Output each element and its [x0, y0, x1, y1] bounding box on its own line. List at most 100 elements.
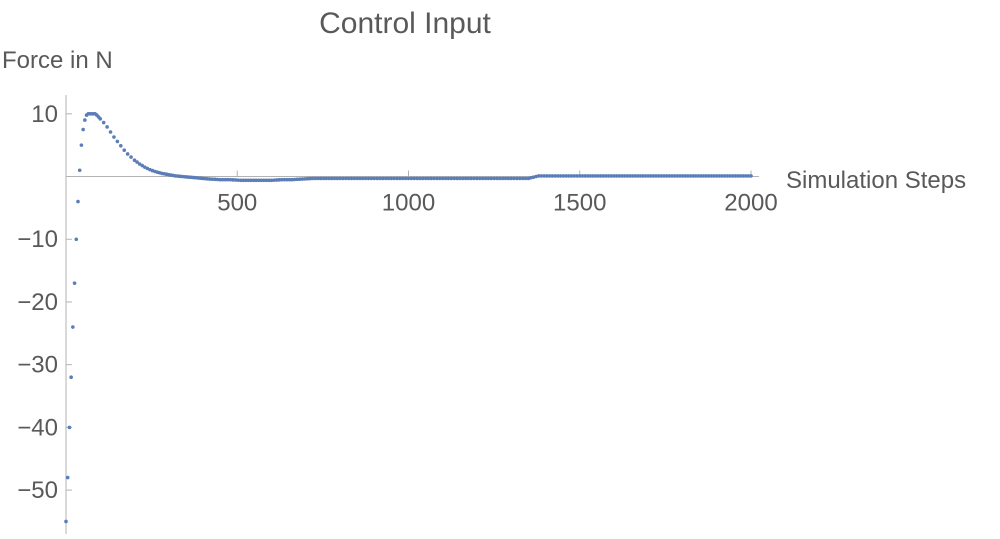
data-point	[426, 176, 431, 181]
data-point	[656, 174, 661, 178]
data-point	[685, 174, 690, 178]
data-point	[256, 178, 261, 183]
data-point	[672, 174, 677, 178]
data-point	[361, 176, 365, 181]
data-point	[614, 174, 619, 178]
data-point	[352, 176, 357, 181]
data-point	[363, 176, 368, 181]
data-point	[466, 176, 471, 181]
data-point	[518, 176, 522, 181]
data-point	[446, 176, 451, 181]
data-point	[722, 174, 727, 178]
data-point	[335, 176, 340, 181]
data-point	[725, 174, 730, 178]
data-point	[609, 174, 614, 178]
data-point	[520, 176, 525, 181]
y-tick-label: −40	[17, 414, 58, 441]
data-point	[638, 174, 643, 178]
data-point	[313, 176, 318, 181]
x-tick-label: 1500	[553, 190, 606, 217]
y-axis-label: Force in N	[2, 47, 113, 74]
data-point	[620, 174, 624, 178]
data-point	[69, 375, 73, 380]
data-point	[338, 176, 342, 181]
data-point	[452, 176, 456, 181]
data-point	[566, 174, 571, 178]
data-point	[81, 127, 85, 132]
data-point	[327, 176, 331, 181]
data-point	[274, 178, 279, 182]
data-point	[305, 176, 310, 181]
data-point	[409, 176, 414, 181]
data-point	[601, 174, 606, 178]
data-point	[688, 174, 693, 178]
data-point	[746, 174, 751, 178]
data-point	[358, 176, 362, 181]
y-tick-label: −50	[17, 477, 58, 504]
data-point	[392, 176, 397, 181]
data-point	[591, 174, 595, 178]
data-point	[321, 176, 326, 181]
data-point	[210, 177, 215, 181]
data-point	[74, 237, 79, 242]
x-tick-label: 2000	[724, 190, 777, 217]
data-point	[129, 155, 133, 159]
data-point	[231, 178, 235, 182]
data-point	[119, 144, 123, 148]
data-point	[72, 281, 77, 285]
data-point	[558, 174, 563, 178]
data-point	[478, 176, 482, 181]
data-point	[259, 178, 264, 183]
data-point	[704, 174, 709, 178]
data-point	[112, 135, 116, 139]
y-tick-label: 10	[31, 101, 58, 128]
data-point	[366, 176, 371, 181]
data-point	[545, 174, 549, 178]
data-point	[332, 176, 337, 181]
data-point	[475, 176, 479, 181]
data-point	[412, 176, 417, 181]
data-point	[115, 139, 120, 144]
data-point	[105, 125, 109, 129]
data-point	[279, 177, 284, 182]
data-point	[282, 177, 287, 182]
data-point	[489, 176, 494, 181]
data-point	[707, 174, 711, 178]
data-point	[378, 176, 382, 181]
data-point	[329, 176, 334, 181]
data-point	[699, 174, 703, 178]
data-point	[515, 176, 519, 181]
data-point	[292, 177, 297, 182]
data-point	[654, 174, 658, 178]
data-point	[319, 176, 323, 181]
data-point	[349, 176, 354, 181]
data-point	[400, 176, 405, 181]
data-point	[709, 174, 714, 178]
data-point	[588, 174, 593, 178]
data-point	[343, 176, 348, 181]
data-point	[303, 177, 307, 181]
data-point	[612, 174, 616, 178]
data-point	[429, 176, 434, 181]
data-point	[71, 325, 75, 329]
x-axis-label: Simulation Steps	[786, 167, 966, 194]
data-point	[300, 177, 305, 181]
data-point	[683, 174, 687, 178]
data-point	[79, 143, 84, 147]
data-point	[572, 174, 577, 178]
data-point	[65, 475, 70, 480]
data-point	[738, 174, 743, 178]
data-point	[606, 174, 611, 178]
data-point	[98, 117, 103, 121]
data-point	[132, 158, 137, 163]
data-point	[316, 176, 320, 181]
data-point	[443, 176, 448, 181]
data-point	[381, 176, 385, 181]
data-point	[458, 176, 462, 181]
data-point	[720, 174, 724, 178]
x-tick-label: 1000	[382, 190, 435, 217]
data-point	[659, 174, 664, 178]
data-point	[691, 174, 695, 178]
data-point	[569, 174, 574, 178]
data-point	[135, 160, 139, 164]
